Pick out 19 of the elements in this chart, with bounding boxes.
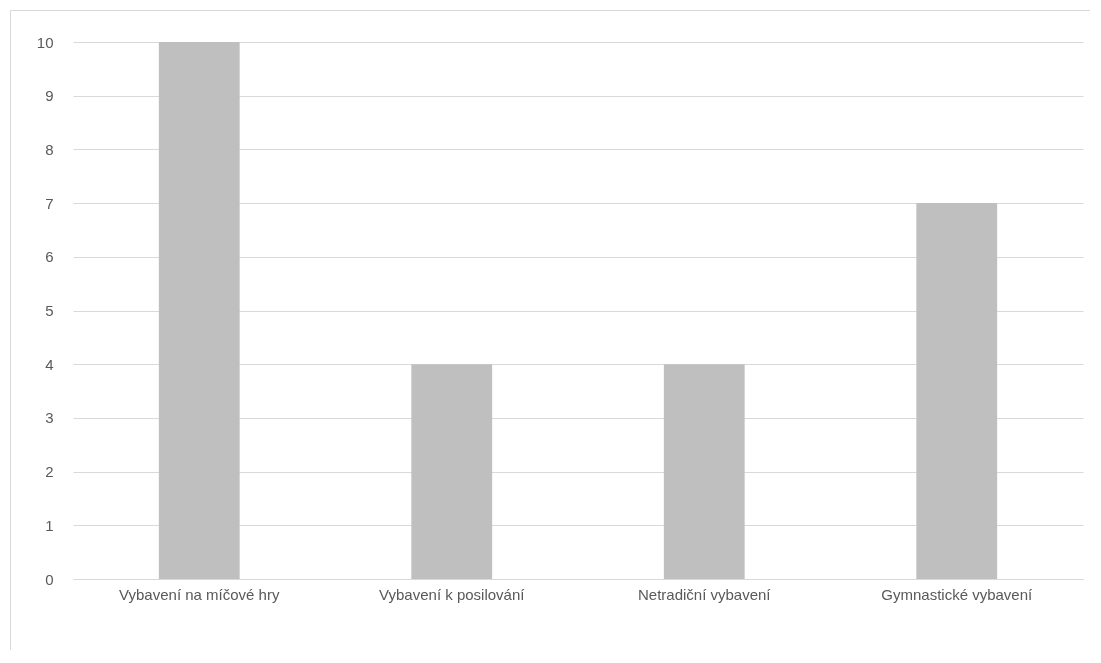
y-tick-label: 4 bbox=[45, 355, 54, 373]
bar bbox=[916, 203, 998, 579]
y-tick-label: 8 bbox=[45, 140, 54, 158]
y-tick-label: 0 bbox=[45, 570, 54, 588]
x-tick-label: Netradiční vybavení bbox=[637, 585, 772, 603]
y-tick-label: 3 bbox=[45, 409, 54, 427]
bar bbox=[158, 42, 240, 579]
y-tick-label: 2 bbox=[45, 463, 54, 481]
bar bbox=[663, 364, 745, 579]
bar bbox=[411, 364, 493, 579]
x-tick-label: Vybavení k posilování bbox=[379, 585, 526, 603]
y-tick-label: 6 bbox=[45, 248, 54, 266]
y-tick-label: 7 bbox=[45, 194, 54, 212]
y-tick-label: 10 bbox=[36, 33, 54, 51]
y-tick-label: 9 bbox=[45, 87, 54, 105]
x-tick-label: Vybavení na míčové hry bbox=[119, 585, 280, 603]
y-tick-label: 1 bbox=[45, 516, 54, 534]
x-tick-label: Gymnastické vybavení bbox=[881, 585, 1034, 603]
y-tick-label: 5 bbox=[45, 302, 54, 319]
